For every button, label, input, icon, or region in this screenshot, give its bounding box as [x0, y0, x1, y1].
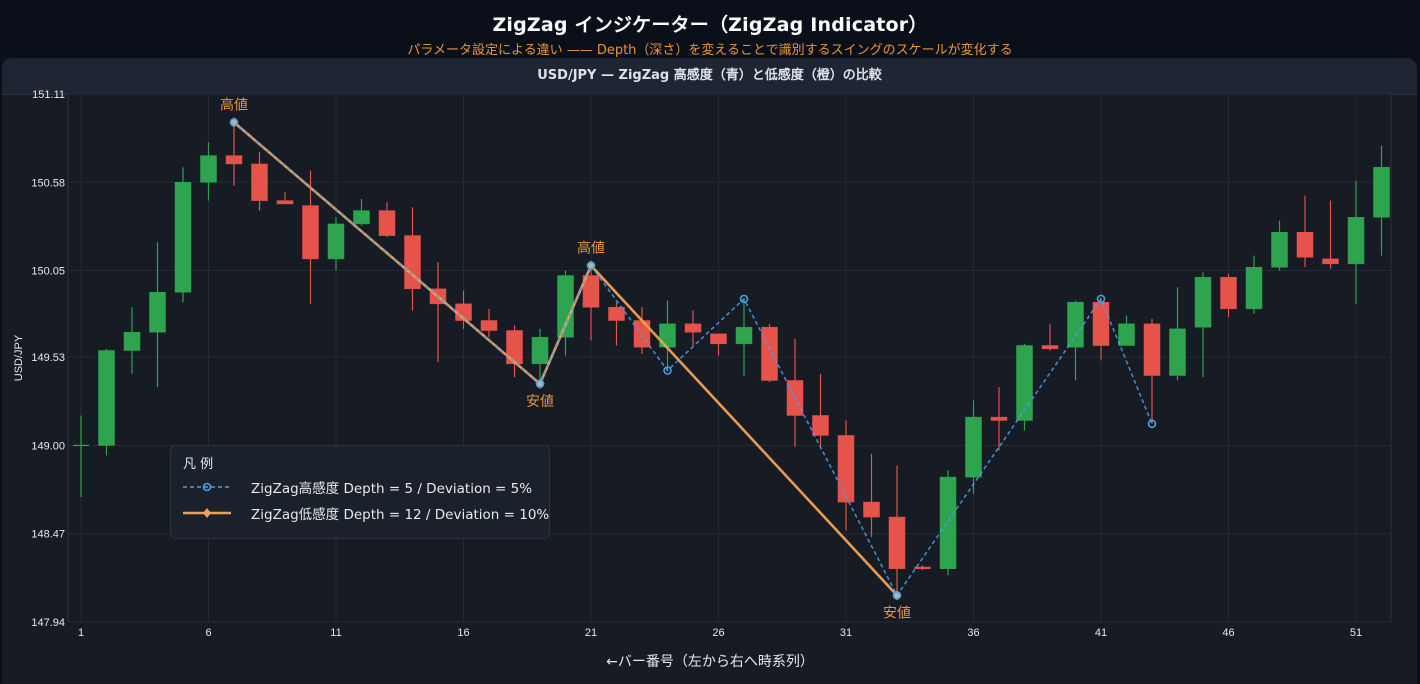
candle-body	[735, 326, 753, 345]
legend: 凡 例 ZigZag高感度 Depth = 5 / Deviation = 5%…	[170, 445, 550, 539]
candle-body	[812, 415, 829, 436]
candle-body	[608, 306, 625, 321]
candle-body	[990, 416, 1008, 421]
y-tick-label: 147.94	[31, 617, 65, 629]
panel-title: USD/JPY — ZigZag 高感度（青）と低感度（橙）の比較	[2, 58, 1417, 95]
chart-title: ZigZag インジケーター（ZigZag Indicator）	[492, 14, 928, 36]
candle-body	[149, 291, 166, 333]
candle-body	[1143, 323, 1161, 376]
x-tick-label: 26	[712, 627, 724, 639]
candle-body	[684, 323, 702, 333]
zigzag-high-circle-marker	[663, 366, 672, 375]
candle-body	[1322, 258, 1339, 265]
candle-body	[888, 516, 906, 569]
zigzag-high-circle-marker	[892, 591, 902, 600]
candle-body	[276, 200, 294, 205]
y-tick-label: 149.53	[31, 352, 65, 364]
candle-body	[761, 326, 778, 381]
candle-body	[506, 330, 523, 365]
candle-body	[633, 320, 651, 348]
candle-body	[1118, 323, 1135, 346]
legend-item-low-sensitivity[interactable]: ZigZag低感度 Depth = 12 / Deviation = 10%	[181, 502, 549, 524]
x-tick-label: 1	[78, 627, 84, 639]
y-tick-label: 150.05	[31, 266, 65, 278]
candle-body	[914, 566, 931, 569]
candle-body	[302, 205, 319, 260]
candle-body	[710, 333, 727, 345]
zigzag-high-sensitivity-line	[233, 121, 1153, 597]
candle-body	[200, 155, 217, 183]
x-tick-label: 36	[967, 627, 979, 639]
candle-body	[582, 275, 600, 308]
candle-body	[98, 350, 115, 446]
y-tick-label: 150.58	[31, 177, 65, 189]
x-tick-label: 46	[1222, 627, 1234, 639]
legend-item-high-sensitivity[interactable]: ZigZag高感度 Depth = 5 / Deviation = 5%	[181, 476, 532, 498]
candle-body	[1373, 167, 1390, 218]
candle-body	[1245, 266, 1263, 310]
candle-body	[1271, 231, 1288, 268]
candle-body	[327, 223, 345, 260]
x-tick-label: 21	[585, 627, 597, 639]
candle-body	[404, 235, 421, 290]
candle-body	[251, 163, 268, 201]
legend-label-low: ZigZag低感度 Depth = 12 / Deviation = 10%	[251, 507, 550, 523]
zigzag-high-circle-marker	[535, 379, 545, 389]
x-tick-label: 51	[1350, 627, 1362, 639]
zigzag-high-circle-marker	[739, 294, 749, 304]
candle-body	[353, 210, 370, 225]
x-tick-label: 16	[457, 627, 469, 639]
candle-body	[1016, 345, 1033, 421]
candle-body	[1092, 301, 1110, 346]
zigzag-high-circle-marker	[229, 118, 239, 127]
candle-body	[965, 416, 982, 478]
candle-body	[1347, 217, 1365, 265]
candle-body	[1041, 345, 1059, 350]
chart-subtitle: パラメータ設定による違い —— Depth（深さ）を変えることで識別するスイング…	[407, 43, 1013, 58]
candle-body	[480, 320, 498, 331]
candle-body	[837, 435, 855, 503]
solid-line-diamond-icon	[183, 508, 231, 518]
x-tick-label: 6	[205, 627, 211, 639]
swing-high-label: 高値	[577, 240, 605, 257]
x-axis-label: ←バー番号（左から右へ時系列）	[606, 654, 814, 670]
candle-body	[531, 336, 549, 365]
legend-title: 凡 例	[183, 457, 214, 472]
swing-high-label: 高値	[220, 96, 248, 113]
candle-body	[1220, 276, 1237, 310]
candle-body	[1067, 301, 1084, 348]
y-tick-label: 149.00	[31, 440, 65, 452]
dashed-line-circle-icon	[183, 482, 231, 492]
y-tick-label: 151.11	[32, 89, 65, 101]
y-axis-label: USD/JPY	[13, 334, 25, 381]
zigzag-high-circle-marker	[1147, 419, 1157, 429]
zigzag-high-circle-marker	[586, 261, 596, 270]
swing-low-label: 安値	[883, 605, 911, 621]
candle-body	[123, 331, 141, 351]
candle-body	[939, 476, 957, 569]
candle-body	[1194, 276, 1212, 328]
candle-body	[225, 155, 243, 165]
x-tick-label: 41	[1095, 627, 1107, 639]
candle-body	[1169, 328, 1186, 376]
x-tick-label: 31	[840, 627, 852, 639]
y-tick-label: 148.47	[31, 529, 65, 541]
candle-body	[378, 210, 396, 236]
swing-low-label: 安値	[526, 394, 554, 410]
legend-label-high: ZigZag高感度 Depth = 5 / Deviation = 5%	[251, 481, 533, 497]
zigzag-high-circle-marker	[1096, 294, 1106, 304]
candle-body	[863, 501, 880, 518]
candle-body	[174, 182, 192, 293]
zigzag-low-sensitivity-line	[233, 121, 898, 597]
x-tick-label: 11	[330, 627, 341, 639]
candle-body	[1296, 231, 1314, 258]
